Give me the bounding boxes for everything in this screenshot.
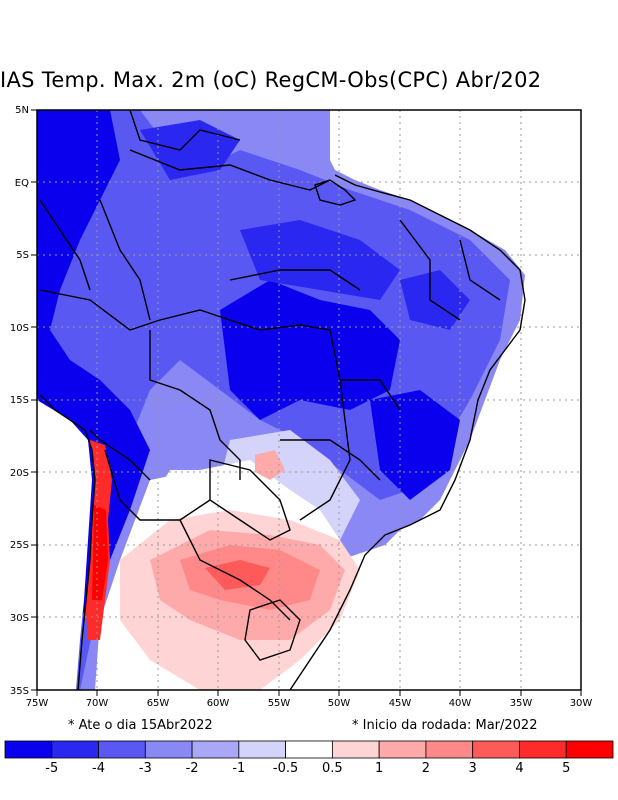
anomaly-andes-core <box>92 505 108 600</box>
note-run-start: * Inicio da rodada: Mar/2022 <box>352 718 538 733</box>
border-brazil-north <box>129 149 331 191</box>
anomaly-cool-strong-north <box>240 220 400 300</box>
colorbar-label: -0.5 <box>273 761 298 776</box>
lon-label: 45W <box>389 698 412 709</box>
border-uruguay <box>244 599 301 661</box>
lat-label: 15S <box>10 395 29 406</box>
gridlines <box>37 110 581 690</box>
colorbar-swatch <box>285 740 333 759</box>
lat-label: 35S <box>10 686 29 697</box>
border-brazil-states <box>229 219 501 521</box>
border-brazil-west <box>39 289 331 331</box>
colorbar-label: 4 <box>515 761 523 776</box>
axis-ticks <box>31 109 582 696</box>
lon-label: 50W <box>328 698 351 709</box>
map-title: IAS Temp. Max. 2m (oC) RegCM-Obs(CPC) Ab… <box>0 68 542 92</box>
anomaly-neutral <box>95 460 340 690</box>
colorbar-swatch <box>238 740 287 759</box>
lon-label: 75W <box>26 698 49 709</box>
lat-label: 5S <box>16 250 29 261</box>
border-andes <box>39 199 151 321</box>
lat-labels: 5N EQ 5S 10S 15S 20S 25S 30S 35S <box>10 105 29 697</box>
lat-label: 20S <box>10 468 29 479</box>
colorbar-label: 2 <box>422 761 430 776</box>
colorbar-label: -5 <box>45 761 58 776</box>
coastline <box>39 394 96 690</box>
borders <box>39 110 526 690</box>
border-paraguay <box>209 459 291 541</box>
colorbar-swatch <box>51 740 99 759</box>
lat-label: 25S <box>10 540 29 551</box>
lon-labels: 75W 70W 65W 60W 55W 50W 45W 40W 35W 30W <box>26 698 593 709</box>
colorbar-swatch <box>378 740 427 759</box>
lon-label: 55W <box>268 698 291 709</box>
lat-label: 10S <box>10 323 29 334</box>
colorbar-swatch <box>331 740 380 759</box>
colorbar-label: 1 <box>375 761 383 776</box>
lon-label: 30W <box>570 698 593 709</box>
border-argentina <box>104 449 291 621</box>
colorbar: -5 -4 -3 -2 -1 -0.5 0.5 1 2 3 4 5 <box>4 740 614 776</box>
colorbar-label: -2 <box>186 761 199 776</box>
colorbar-swatch <box>472 740 520 759</box>
lon-label: 70W <box>86 698 109 709</box>
anomaly-warm-core <box>205 560 270 590</box>
lon-label: 65W <box>147 698 170 709</box>
colorbar-swatch <box>98 740 146 759</box>
colorbar-swatch <box>565 740 614 759</box>
colorbar-label: -1 <box>232 761 245 776</box>
colorbar-label: 3 <box>469 761 477 776</box>
colorbar-label: 5 <box>562 761 570 776</box>
colorbar-label: -3 <box>139 761 152 776</box>
border-bolivia <box>149 330 241 480</box>
lon-label: 60W <box>207 698 230 709</box>
lat-label: 30S <box>10 613 29 624</box>
lat-label: 5N <box>15 105 29 116</box>
border-venezuela <box>129 110 241 151</box>
colorbar-swatch <box>4 740 53 759</box>
map-area <box>37 110 581 690</box>
lat-label: EQ <box>15 178 29 189</box>
colorbar-swatch <box>144 740 193 759</box>
border-peru-chile <box>89 429 151 481</box>
colorbar-label: -4 <box>92 761 105 776</box>
lon-label: 40W <box>449 698 472 709</box>
coastline-east <box>289 174 526 690</box>
lon-label: 35W <box>510 698 533 709</box>
note-until-date: * Ate o dia 15Abr2022 <box>68 718 213 733</box>
colorbar-swatch <box>519 740 567 759</box>
anomaly-cool-strong-center <box>220 280 400 420</box>
colorbar-swatch <box>191 740 240 759</box>
colorbar-swatch <box>425 740 474 759</box>
colorbar-label: 0.5 <box>322 761 343 776</box>
anomaly-cool-strong-nw <box>140 120 240 180</box>
